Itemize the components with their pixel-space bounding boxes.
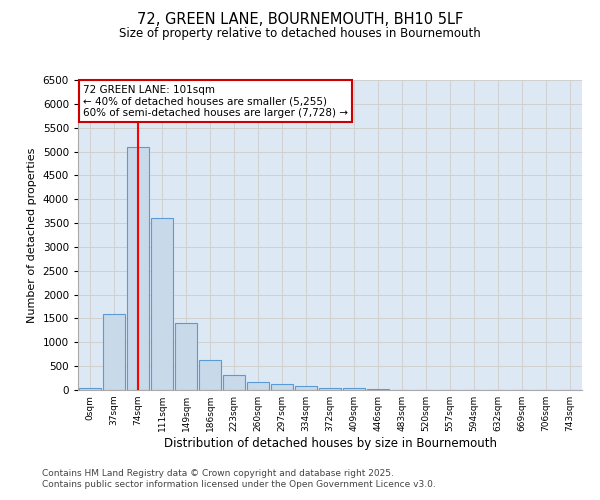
Bar [367,388,389,390]
Bar [151,218,173,390]
Bar [103,314,125,390]
Text: Contains HM Land Registry data © Crown copyright and database right 2025.: Contains HM Land Registry data © Crown c… [42,468,394,477]
Bar [127,147,149,390]
Bar [343,388,365,390]
Bar [223,374,245,390]
Bar [247,382,269,390]
Bar [295,386,317,390]
X-axis label: Distribution of detached houses by size in Bournemouth: Distribution of detached houses by size … [163,437,497,450]
Text: 72, GREEN LANE, BOURNEMOUTH, BH10 5LF: 72, GREEN LANE, BOURNEMOUTH, BH10 5LF [137,12,463,28]
Text: 72 GREEN LANE: 101sqm
← 40% of detached houses are smaller (5,255)
60% of semi-d: 72 GREEN LANE: 101sqm ← 40% of detached … [83,84,348,118]
Text: Contains public sector information licensed under the Open Government Licence v3: Contains public sector information licen… [42,480,436,489]
Bar [271,384,293,390]
Bar [199,360,221,390]
Bar [175,323,197,390]
Text: Size of property relative to detached houses in Bournemouth: Size of property relative to detached ho… [119,28,481,40]
Bar [319,388,341,390]
Bar [79,388,101,390]
Y-axis label: Number of detached properties: Number of detached properties [27,148,37,322]
